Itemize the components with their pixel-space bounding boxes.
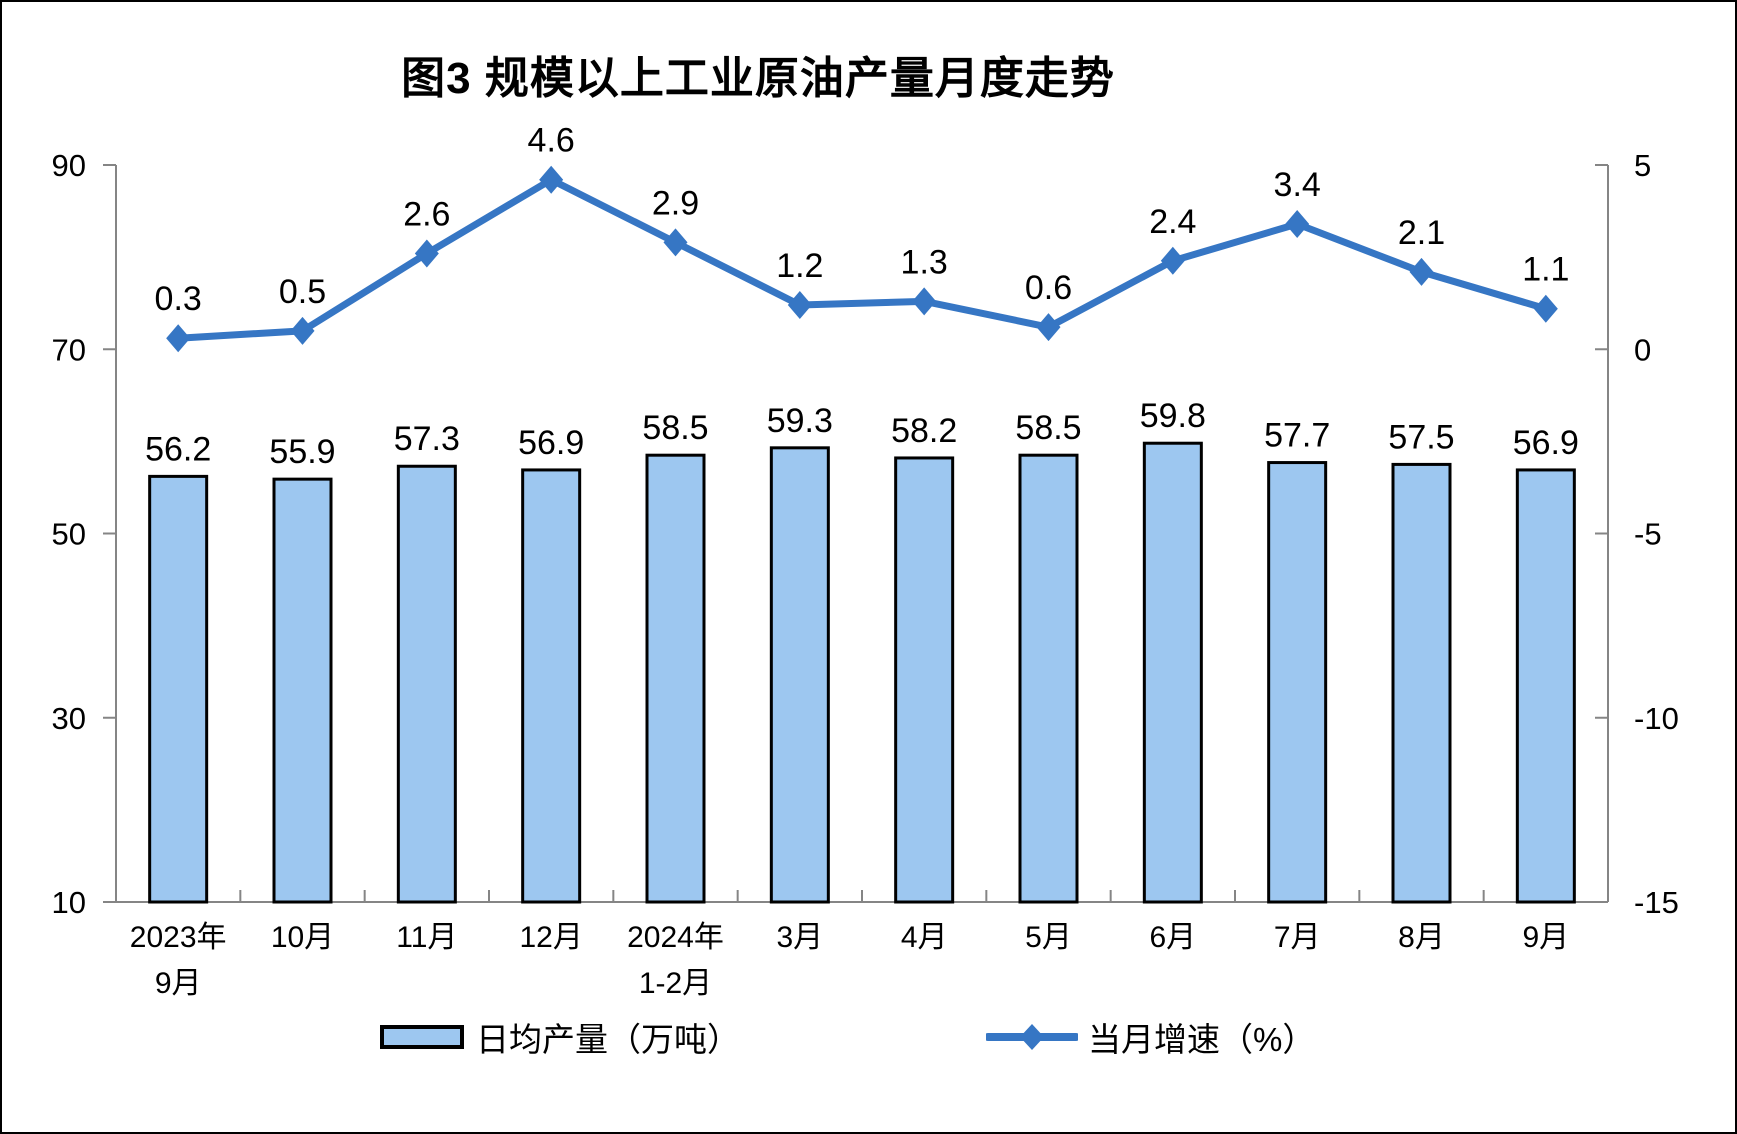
line-data-label: 0.3: [155, 280, 202, 318]
diamond-marker: [290, 316, 315, 345]
diamond-marker: [1285, 209, 1310, 238]
x-axis-category-label: 12月: [519, 921, 582, 954]
x-axis-category-label: 10月: [271, 921, 334, 954]
bar: [272, 477, 333, 904]
right-axis-tick-label: -10: [1634, 701, 1679, 736]
x-axis-category-label: 5月: [1025, 921, 1072, 954]
line-path: [174, 176, 1550, 342]
axes: [115, 165, 1609, 903]
bar: [396, 464, 457, 904]
bar: [1267, 461, 1328, 904]
right-axis-tick-label: 5: [1634, 148, 1651, 183]
x-axis-category-label: 7月: [1274, 921, 1321, 954]
line-data-label: 2.9: [652, 184, 699, 222]
bar-data-label: 58.5: [642, 409, 708, 447]
bar-data-label: 57.7: [1264, 417, 1330, 455]
bar-series: [148, 441, 1576, 904]
x-axis-category-label: 6月: [1149, 921, 1196, 954]
line-data-labels: 0.3 0.5 2.6 4.6 2.9 1.2 1.3 0.6 2.4 3.4 2.1 1.1: [155, 122, 1570, 318]
right-axis-tick-label: -5: [1634, 517, 1662, 552]
x-axis-category-label: 2023年: [130, 921, 227, 954]
diamond-marker: [663, 228, 688, 257]
bar: [1018, 453, 1079, 904]
line-data-label: 0.5: [279, 273, 326, 311]
right-axis-tick-label: -15: [1634, 885, 1679, 920]
bar: [1391, 462, 1452, 904]
x-axis-category-label: 4月: [901, 921, 948, 954]
bar: [894, 456, 955, 904]
bar-series-swatch-icon: [380, 1025, 464, 1049]
line-data-label: 1.2: [776, 247, 823, 285]
x-axis-category-label: 9月: [1522, 921, 1569, 954]
bar-data-label: 59.3: [767, 402, 833, 440]
diamond-marker: [1409, 257, 1434, 286]
x-axis-category-label: 9月: [155, 967, 202, 1000]
bar-data-label: 58.2: [891, 412, 957, 450]
legend-bar-label: 日均产量（万吨）: [476, 1021, 740, 1058]
bar-data-label: 58.5: [1015, 409, 1081, 447]
x-axis-category-label: 3月: [776, 921, 823, 954]
left-axis-tick-label: 10: [52, 885, 86, 920]
line-data-label: 2.4: [1149, 203, 1196, 241]
x-axis-category-labels: 2023年 9月 10月 11月 12月 2024年 1-2月 3月 4月 5月 6月 7月 8月 9月: [130, 921, 1569, 1000]
diamond-marker: [166, 324, 191, 353]
chart-title: 图3 规模以上工业原油产量月度走势: [401, 54, 1115, 103]
bar-data-label: 59.8: [1140, 397, 1206, 435]
bar: [1142, 441, 1203, 904]
right-axis-ticks: [1595, 164, 1608, 903]
x-axis-ticks: [239, 890, 1485, 902]
legend-item-line: 当月增速（%）: [986, 1014, 1315, 1060]
bar-data-label: 56.9: [518, 424, 584, 462]
left-axis-tick-labels: 10 30 50 70 90: [52, 148, 86, 920]
bar-data-label: 56.9: [1513, 424, 1579, 462]
diamond-marker: [1036, 313, 1061, 342]
line-data-label: 2.6: [403, 195, 450, 233]
diamond-marker: [414, 239, 439, 268]
bar: [521, 468, 582, 904]
diamond-marker: [787, 291, 812, 320]
line-data-label: 1.3: [901, 243, 948, 281]
diamond-marker: [912, 287, 937, 316]
x-axis-category-label: 1-2月: [639, 967, 712, 1000]
right-axis-tick-labels: -15 -10 -5 0 5: [1634, 148, 1679, 920]
bar: [769, 446, 830, 904]
left-axis-ticks: [103, 164, 116, 903]
bar-data-label: 57.3: [394, 420, 460, 458]
diamond-marker: [539, 165, 564, 194]
right-axis-tick-label: 0: [1634, 332, 1651, 367]
left-axis-tick-label: 90: [52, 148, 86, 183]
left-axis-tick-label: 70: [52, 332, 86, 367]
bar: [148, 474, 209, 904]
left-axis-tick-label: 50: [52, 517, 86, 552]
bar: [1515, 468, 1576, 904]
bar: [645, 453, 706, 904]
legend-item-bar: 日均产量（万吨）: [380, 1014, 740, 1060]
x-axis-category-label: 8月: [1398, 921, 1445, 954]
legend-line-label: 当月增速（%）: [1088, 1021, 1316, 1058]
left-axis-tick-label: 30: [52, 701, 86, 736]
diamond-marker: [1160, 246, 1185, 275]
x-axis-category-label: 2024年: [627, 921, 724, 954]
line-data-label: 2.1: [1398, 214, 1445, 252]
x-axis-category-label: 11月: [396, 921, 457, 954]
line-data-label: 0.6: [1025, 269, 1072, 307]
diamond-marker: [1533, 294, 1558, 323]
bar-data-label: 55.9: [269, 433, 335, 471]
bar-data-label: 57.5: [1388, 418, 1454, 456]
line-markers: [166, 165, 1558, 353]
bar-data-labels: 56.2 55.9 57.3 56.9 58.5 59.3 58.2 58.5 59.8 57.7…: [145, 397, 1579, 471]
line-series-swatch-icon: [986, 1024, 1078, 1050]
bar-data-label: 56.2: [145, 430, 211, 468]
line-data-label: 3.4: [1274, 166, 1321, 204]
line-data-label: 1.1: [1522, 251, 1569, 289]
line-data-label: 4.6: [528, 122, 575, 160]
line-series: [174, 176, 1550, 342]
